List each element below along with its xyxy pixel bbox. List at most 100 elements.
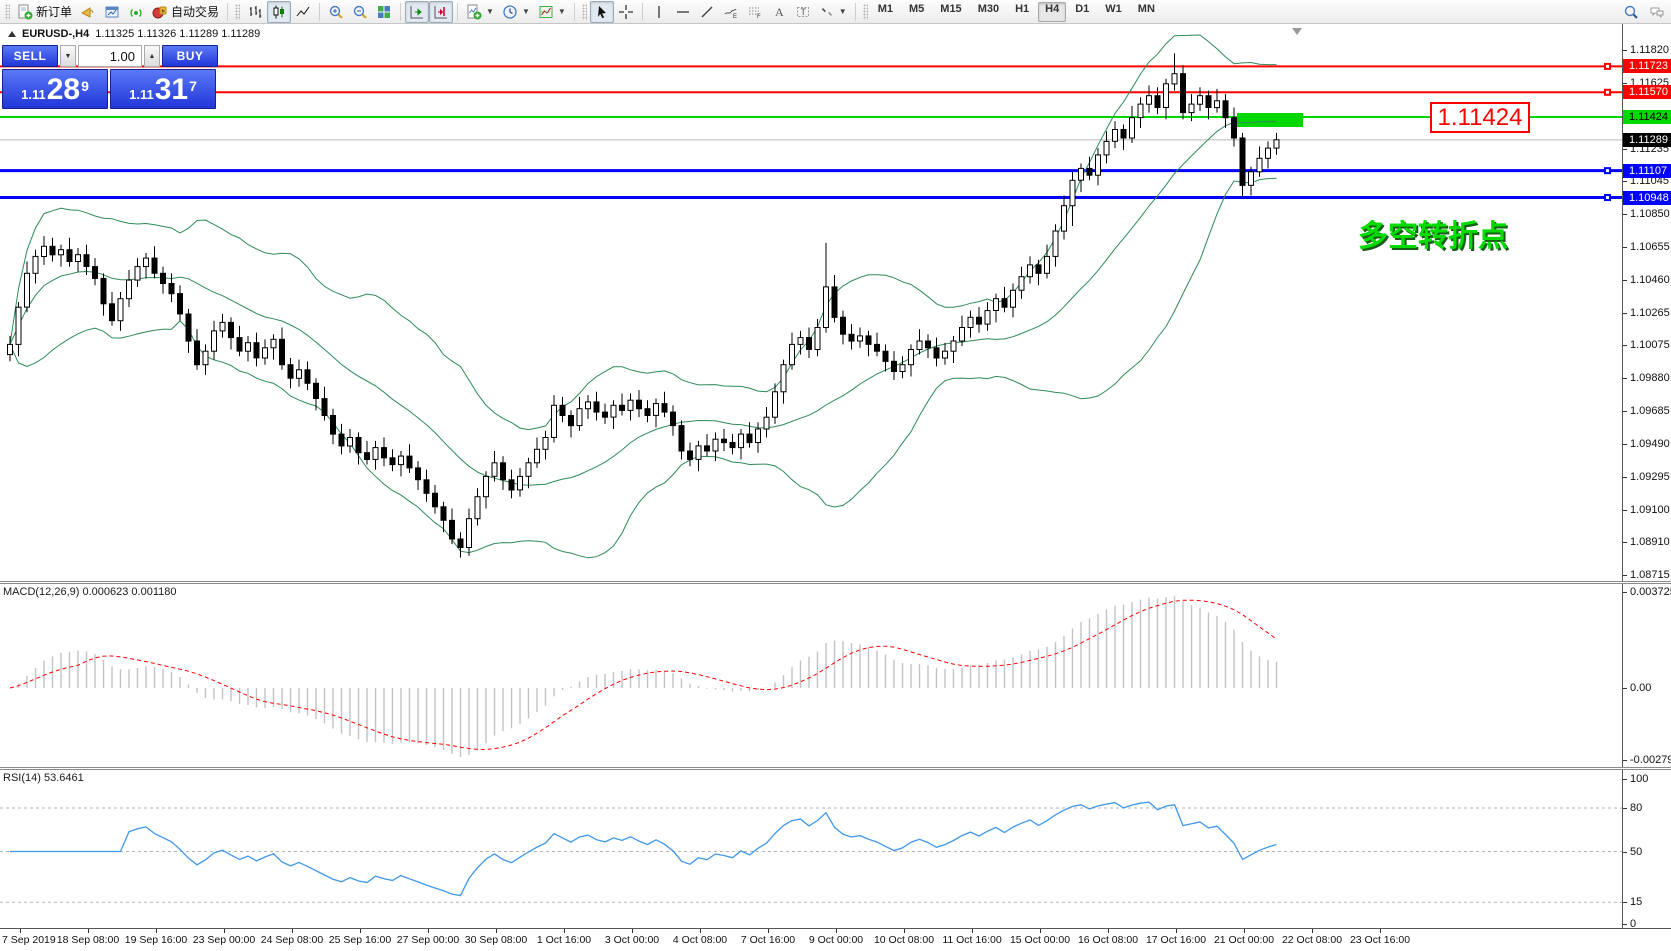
tile-windows-button[interactable] — [372, 1, 396, 23]
time-label: 21 Oct 00:00 — [1213, 934, 1275, 946]
green-rectangle-object[interactable] — [1237, 113, 1303, 128]
macd-signal-line — [9, 599, 1277, 751]
candle-body — [942, 350, 948, 359]
autotrading-button[interactable]: 自动交易 — [148, 1, 223, 23]
dropdown-arrow-icon: ▼ — [557, 7, 566, 16]
candle-body — [41, 245, 47, 258]
timeframe-button-mn[interactable]: MN — [1137, 2, 1155, 15]
macd-pane[interactable]: MACD(12,26,9) 0.000623 0.001180 — [0, 584, 1622, 767]
volume-increase-button[interactable]: ▲ — [144, 45, 160, 67]
timeframe-button-m30[interactable]: M30 — [977, 2, 1000, 15]
pane-separator[interactable] — [0, 581, 1671, 584]
line-end-marker-center — [1606, 90, 1609, 94]
cn-annotation-text[interactable]: 多空转折点 — [1358, 220, 1508, 253]
templates-button[interactable]: ▼ — [534, 1, 570, 23]
time-tick-mark — [632, 929, 633, 933]
line-chart-mode-button[interactable] — [291, 1, 315, 23]
timeframe-button-d1[interactable]: D1 — [1075, 2, 1090, 15]
price-callout-box[interactable] — [1430, 102, 1530, 133]
candle-body — [177, 293, 183, 315]
candle-body — [483, 475, 489, 498]
rsi-pane[interactable]: RSI(14) 53.6461 — [0, 770, 1622, 928]
timeframe-button-h4[interactable]: H4 — [1038, 1, 1067, 22]
line-end-marker-center — [1606, 196, 1609, 200]
equidistant-channel-tool[interactable]: E — [719, 1, 743, 23]
candle-body — [797, 337, 804, 345]
rsi-axis[interactable]: 100 80 50 15 0 — [1622, 770, 1671, 928]
signals-button[interactable] — [124, 1, 148, 23]
periods-button[interactable]: ▼ — [498, 1, 534, 23]
candle-body — [1129, 117, 1135, 139]
charts-window-button[interactable] — [100, 1, 124, 23]
tile-windows-icon — [378, 5, 391, 18]
toolbar-separator — [319, 2, 321, 21]
macd-axis[interactable]: 0.003725 0.00 -0.002794 — [1622, 584, 1671, 767]
candle-body — [865, 335, 872, 345]
candle-chart-mode-button[interactable] — [267, 0, 292, 23]
sell-button[interactable]: SELL — [2, 45, 58, 67]
candle-body — [364, 452, 370, 461]
macd-canvas[interactable] — [0, 584, 1622, 767]
price-axis[interactable]: 1.11820 1.11625 1.11235 1.11045 1.10850 1.106… — [1622, 24, 1671, 581]
toolbar-grip[interactable] — [862, 3, 868, 20]
price-tick-label: 1.08910 — [1630, 536, 1670, 548]
chart-shift-button[interactable] — [429, 0, 454, 23]
chat-icon[interactable] — [1649, 4, 1665, 20]
vertical-line-tool[interactable] — [647, 1, 671, 23]
text-label-tool[interactable]: T — [791, 1, 815, 23]
text-tool[interactable]: A — [767, 1, 791, 23]
collapse-panel-arrow[interactable] — [8, 31, 16, 37]
trendline-tool[interactable] — [695, 1, 719, 23]
zoom-in-button[interactable] — [324, 1, 348, 23]
price-chart-row: 1.11424 多空转折点 多空转折点 EURUSD-,H4 1.11325 1.1… — [0, 24, 1671, 581]
price-chart-pane[interactable]: 1.11424 多空转折点 多空转折点 EURUSD-,H4 1.11325 1.1… — [0, 24, 1622, 581]
candle-body — [1095, 154, 1101, 176]
buy-price-button[interactable]: 1.11 31 7 — [110, 69, 216, 109]
bar-chart-mode-button[interactable] — [243, 1, 267, 23]
time-axis[interactable]: 7 Sep 2019 18 Sep 08:00 19 Sep 16:00 23 Sep… — [0, 928, 1671, 951]
arrows-tool[interactable]: ▼ — [815, 1, 851, 23]
buy-button[interactable]: BUY — [162, 45, 218, 67]
time-tick-mark — [1312, 929, 1313, 933]
zoom-out-button[interactable] — [348, 1, 372, 23]
candle-body — [270, 338, 277, 349]
candle-body — [619, 404, 625, 411]
time-tick-mark — [1244, 929, 1245, 933]
horizontal-line-tool[interactable] — [671, 1, 695, 23]
timeframe-button-m1[interactable]: M1 — [877, 2, 893, 15]
timeframe-button-m15[interactable]: M15 — [940, 2, 962, 15]
auto-scroll-button[interactable] — [405, 0, 430, 23]
candle-body — [457, 538, 464, 548]
timeframe-button-h1[interactable]: H1 — [1015, 2, 1030, 15]
pane-separator[interactable] — [0, 767, 1671, 770]
toolbar-grip[interactable] — [581, 3, 587, 20]
candle-body — [874, 343, 880, 352]
price-tick-label: 1.11820 — [1630, 44, 1669, 56]
candle-body — [279, 338, 285, 366]
timeframe-button-w1[interactable]: W1 — [1105, 2, 1122, 15]
market-watch-button[interactable] — [76, 1, 100, 23]
crosshair-tool-button[interactable] — [614, 1, 638, 23]
candle-body — [517, 475, 523, 491]
indicators-button[interactable]: ▼ — [462, 1, 498, 23]
cursor-tool-button[interactable] — [589, 0, 614, 23]
toolbar-grip[interactable] — [235, 3, 241, 20]
new-order-button[interactable]: 新订单 — [13, 1, 76, 23]
dropdown-arrow-icon: ▼ — [838, 7, 847, 16]
rsi-tick-label: 15 — [1630, 896, 1643, 908]
toolbar-grip[interactable] — [5, 3, 10, 20]
rsi-canvas[interactable] — [0, 770, 1622, 928]
chart-shift-marker[interactable] — [1292, 28, 1302, 35]
fibonacci-tool[interactable]: F — [743, 1, 767, 23]
search-icon[interactable] — [1623, 4, 1639, 20]
volume-decrease-button[interactable]: ▼ — [60, 45, 76, 67]
timeframe-button-m5[interactable]: M5 — [909, 2, 925, 15]
auto-scroll-icon — [410, 5, 424, 18]
candle-body — [746, 433, 753, 444]
sell-price-button[interactable]: 1.11 28 9 — [2, 69, 108, 109]
line-end-marker-center — [1606, 169, 1609, 173]
volume-input[interactable]: 1.00 — [78, 45, 142, 67]
candle-body — [772, 391, 778, 418]
zoom-out-icon — [353, 5, 367, 19]
